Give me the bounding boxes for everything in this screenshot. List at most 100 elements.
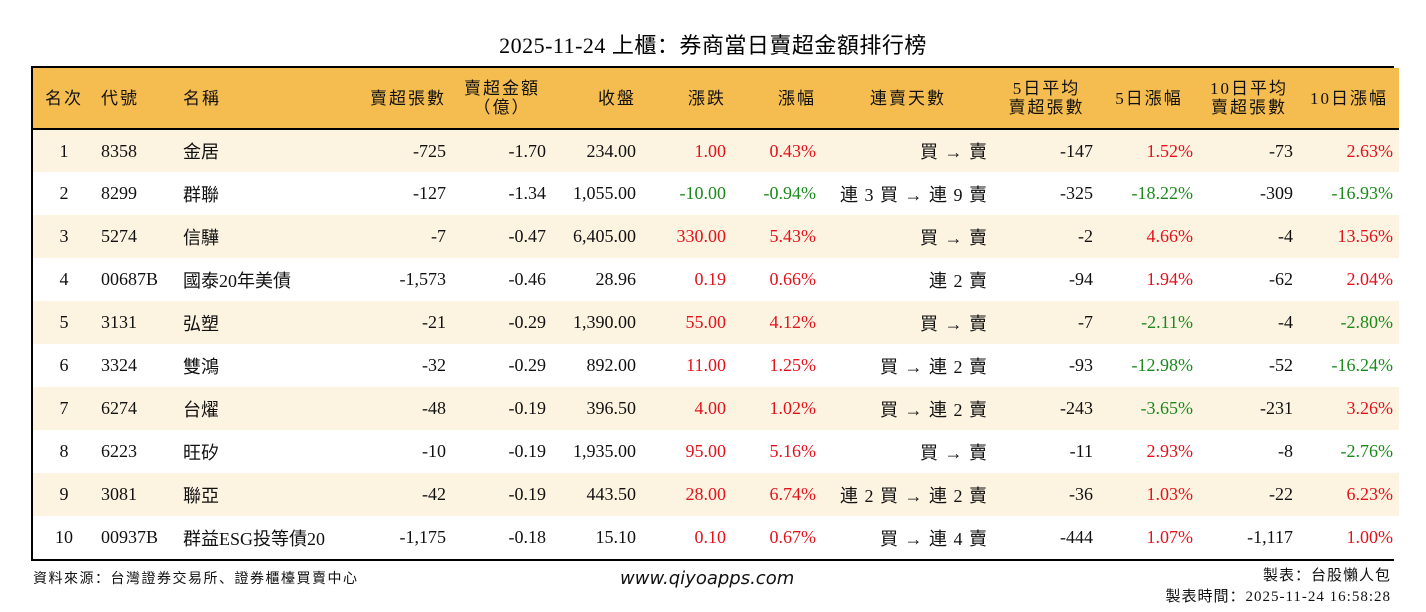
cell-avg10: -1,117 bbox=[1247, 527, 1293, 547]
cell-pct5: -18.22% bbox=[1131, 183, 1194, 203]
cell-name: 金居 bbox=[183, 142, 219, 162]
cell-code: 8358 bbox=[101, 140, 137, 161]
cell-name: 旺矽 bbox=[183, 442, 219, 463]
column-header: 5日平均 賣超張數 bbox=[1008, 79, 1085, 117]
table-row: 7 6274 台燿 -48 -0.19 396.50 4.00 1.02% 買 → 連 2 賣 -… bbox=[33, 387, 1399, 430]
cell-avg5: -36 bbox=[1069, 484, 1093, 504]
cell-avg10: -4 bbox=[1278, 312, 1293, 332]
cell-pct5: 1.52% bbox=[1146, 140, 1194, 161]
cell-pct5: -12.98% bbox=[1131, 355, 1194, 375]
cell-streak: 買 → 連 2 賣 bbox=[880, 399, 988, 420]
data-source-note: 資料來源：台灣證券交易所、證券櫃檯買賣中心 bbox=[33, 572, 359, 587]
column-header: 賣超張數 bbox=[370, 88, 446, 108]
cell-rank: 5 bbox=[59, 312, 69, 332]
cell-pct10: 2.04% bbox=[1346, 269, 1394, 289]
cell-pct5: 1.07% bbox=[1146, 527, 1194, 547]
cell-streak: 連 3 買 → 連 9 賣 bbox=[840, 184, 988, 205]
cell-name: 群益ESG投等債20 bbox=[183, 528, 326, 549]
cell-pct5: -2.11% bbox=[1141, 312, 1193, 332]
maker-info: 製表：台股懶人包 製表時間：2025-11-24 16:58:28 bbox=[1165, 566, 1391, 608]
cell-close: 1,935.00 bbox=[573, 441, 636, 461]
cell-code: 8299 bbox=[101, 183, 137, 203]
cell-pct: 0.66% bbox=[769, 269, 817, 289]
cell-pct: 5.16% bbox=[769, 441, 817, 461]
cell-sell-amt: -0.46 bbox=[508, 269, 547, 289]
cell-change: 0.19 bbox=[694, 269, 727, 289]
cell-avg10: -309 bbox=[1260, 183, 1293, 203]
cell-pct10: -16.93% bbox=[1331, 183, 1394, 203]
cell-sell-amt: -0.19 bbox=[508, 484, 547, 504]
cell-avg5: -2 bbox=[1078, 226, 1093, 246]
cell-pct10: -16.24% bbox=[1331, 355, 1394, 375]
table-row: 6 3324 雙鴻 -32 -0.29 892.00 11.00 1.25% 買 → 連 2 賣… bbox=[33, 344, 1399, 387]
website-link[interactable]: www.qiyoapps.com bbox=[620, 568, 795, 589]
cell-avg10: -4 bbox=[1278, 226, 1293, 246]
cell-code: 6274 bbox=[101, 398, 137, 418]
ranking-table: 名次 代號 名稱 賣超張數 賣超金額 （億） 收盤 漲跌 漲幅 連賣天數 5日平均 賣超張數 5日漲幅 1… bbox=[31, 66, 1399, 561]
cell-sell-vol: -42 bbox=[422, 484, 446, 504]
made-time: 製表時間：2025-11-24 16:58:28 bbox=[1165, 589, 1391, 605]
table-row: 8 6223 旺矽 -10 -0.19 1,935.00 95.00 5.16% 買 → 賣 -1… bbox=[33, 430, 1399, 473]
cell-streak: 買 → 賣 bbox=[920, 442, 988, 463]
table-row: 10 00937B 群益ESG投等債20 -1,175 -0.18 15.10 0.10 0.… bbox=[33, 516, 1399, 559]
cell-sell-vol: -21 bbox=[422, 312, 446, 332]
cell-change: 28.00 bbox=[685, 484, 727, 504]
cell-streak: 買 → 賣 bbox=[920, 313, 988, 334]
cell-close: 234.00 bbox=[586, 140, 637, 161]
cell-rank: 7 bbox=[59, 398, 69, 418]
cell-pct10: -2.80% bbox=[1340, 312, 1394, 332]
cell-avg10: -52 bbox=[1269, 355, 1293, 375]
cell-pct5: -3.65% bbox=[1140, 398, 1194, 418]
cell-pct: 1.02% bbox=[769, 398, 817, 418]
column-header: 5日漲幅 bbox=[1115, 88, 1183, 108]
cell-rank: 8 bbox=[59, 441, 69, 461]
cell-pct10: 3.26% bbox=[1346, 398, 1394, 418]
cell-pct10: 2.63% bbox=[1346, 140, 1394, 161]
cell-sell-vol: -1,175 bbox=[399, 527, 447, 547]
column-header: 名次 bbox=[45, 88, 83, 108]
cell-sell-vol: -725 bbox=[413, 140, 446, 161]
cell-rank: 9 bbox=[59, 484, 69, 504]
cell-avg5: -7 bbox=[1078, 312, 1093, 332]
cell-sell-vol: -32 bbox=[422, 355, 446, 375]
cell-rank: 3 bbox=[59, 226, 69, 246]
cell-change: -10.00 bbox=[679, 183, 727, 203]
cell-sell-amt: -0.19 bbox=[508, 398, 547, 418]
cell-pct10: -2.76% bbox=[1340, 441, 1394, 461]
table-row: 2 8299 群聯 -127 -1.34 1,055.00 -10.00 -0.94% 連 3 … bbox=[33, 172, 1399, 215]
cell-pct5: 1.03% bbox=[1146, 484, 1194, 504]
cell-pct: 0.43% bbox=[769, 140, 817, 161]
maker-label: 製表：台股懶人包 bbox=[1262, 568, 1391, 584]
cell-streak: 買 → 連 2 賣 bbox=[880, 356, 988, 377]
column-header: 名稱 bbox=[183, 88, 221, 108]
cell-name: 聯亞 bbox=[183, 485, 219, 506]
column-header: 漲跌 bbox=[688, 88, 726, 108]
column-header: 10日平均 賣超張數 bbox=[1210, 79, 1288, 117]
cell-pct: 6.74% bbox=[769, 484, 817, 504]
cell-code: 00687B bbox=[101, 269, 159, 289]
cell-sell-vol: -48 bbox=[422, 398, 446, 418]
cell-streak: 買 → 賣 bbox=[920, 227, 988, 248]
cell-sell-amt: -0.29 bbox=[508, 312, 547, 332]
cell-rank: 10 bbox=[55, 527, 73, 547]
cell-close: 443.50 bbox=[586, 484, 637, 504]
cell-close: 6,405.00 bbox=[573, 226, 636, 246]
cell-pct10: 13.56% bbox=[1337, 226, 1394, 246]
cell-sell-vol: -127 bbox=[413, 183, 446, 203]
cell-code: 5274 bbox=[101, 226, 137, 246]
cell-change: 4.00 bbox=[694, 398, 727, 418]
column-header: 代號 bbox=[101, 88, 139, 108]
cell-streak: 連 2 買 → 連 2 賣 bbox=[840, 485, 988, 506]
cell-rank: 6 bbox=[59, 355, 69, 375]
cell-code: 3081 bbox=[101, 484, 137, 504]
cell-close: 28.96 bbox=[595, 269, 637, 289]
table-row: 1 8358 金居 -725 -1.70 234.00 1.00 0.43% 買 → 賣 -147… bbox=[33, 129, 1399, 172]
cell-avg5: -94 bbox=[1069, 269, 1093, 289]
cell-close: 15.10 bbox=[595, 527, 637, 547]
cell-sell-vol: -7 bbox=[431, 226, 446, 246]
cell-name: 群聯 bbox=[183, 184, 219, 205]
column-header: 收盤 bbox=[598, 88, 636, 108]
cell-pct: 0.67% bbox=[769, 527, 817, 547]
cell-streak: 連 2 賣 bbox=[929, 270, 988, 291]
cell-change: 0.10 bbox=[694, 527, 727, 547]
